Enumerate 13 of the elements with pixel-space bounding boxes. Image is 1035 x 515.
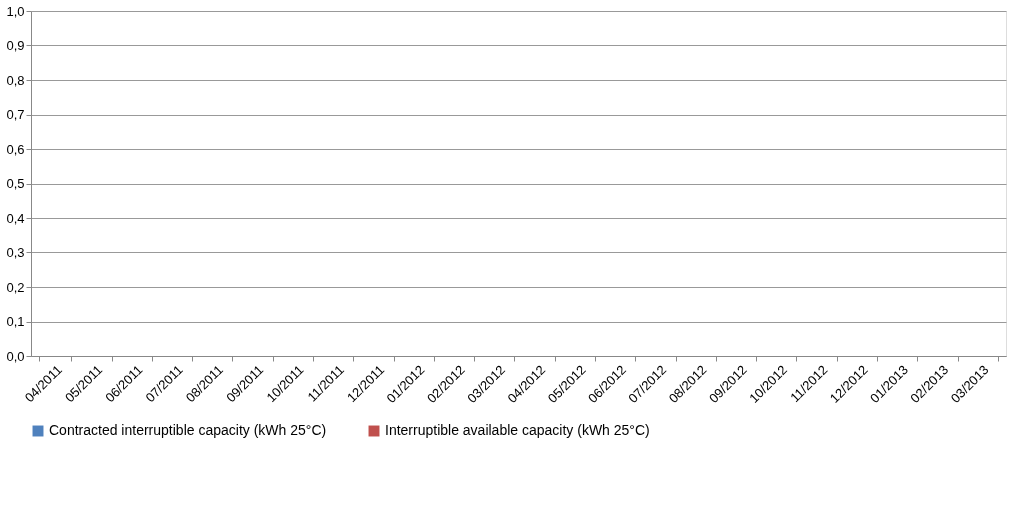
y-tick-label: 0,3 (6, 245, 25, 260)
y-tick-label: 1,0 (6, 3, 25, 19)
legend-label: Contracted interruptible capacity (kWh 25°C) (49, 422, 327, 438)
y-tick-label: 0,1 (6, 314, 25, 329)
y-tick-label: 0,7 (6, 107, 25, 122)
y-tick-label: 0,4 (6, 210, 25, 226)
y-tick-label: 0,5 (6, 176, 25, 191)
legend-label: Interruptible available capacity (kWh 25°C) (385, 422, 650, 438)
y-tick-label: 0,6 (6, 141, 25, 157)
y-tick-label: 0,0 (6, 348, 25, 364)
y-tick-label: 0,2 (6, 279, 25, 295)
y-tick-label: 0,9 (6, 38, 25, 53)
y-tick-label: 0,8 (6, 72, 25, 88)
